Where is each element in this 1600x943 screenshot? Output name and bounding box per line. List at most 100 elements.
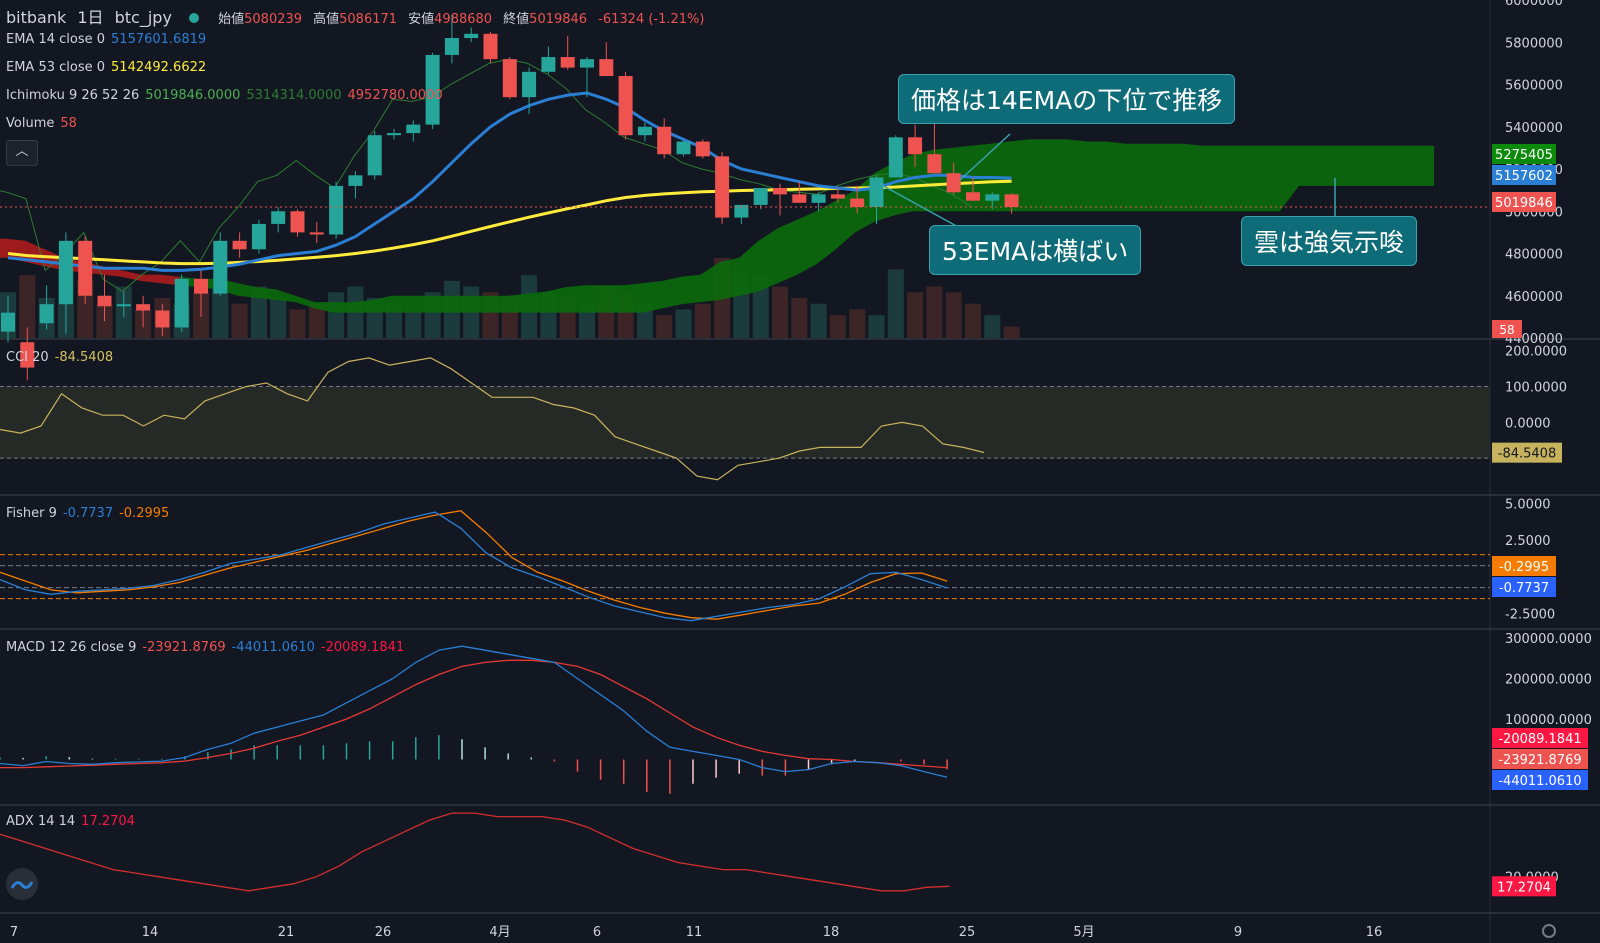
price-label-box xyxy=(1492,165,1556,185)
x-tick-label: 6 xyxy=(593,925,601,940)
adx-label-box xyxy=(1492,876,1556,897)
macd-label-box xyxy=(1492,749,1588,769)
volume-bar xyxy=(270,298,287,338)
fisher-y-tick: 5.0000 xyxy=(1505,497,1551,512)
y-tick-label: 4800000 xyxy=(1505,248,1563,263)
volume-bar xyxy=(212,280,229,338)
x-tick-label: 16 xyxy=(1366,925,1383,940)
volume-bar xyxy=(907,292,924,338)
price-label-box xyxy=(1492,192,1556,212)
x-tick-label: 5月 xyxy=(1073,925,1094,940)
volume-name: Volume xyxy=(6,116,55,131)
candle-body xyxy=(444,38,459,55)
candle-body xyxy=(348,175,363,186)
high-label: 高値 xyxy=(313,12,340,27)
macd-y-tick: 300000.0000 xyxy=(1505,632,1592,647)
volume-bar xyxy=(675,309,692,338)
candle-body xyxy=(194,278,208,294)
candle-body xyxy=(676,141,691,155)
legend-cci[interactable]: CCI 20 -84.5408 xyxy=(6,350,119,365)
change-value: -61324 (-1.21%) xyxy=(598,12,705,27)
volume-bar xyxy=(250,286,267,338)
legend-fisher[interactable]: Fisher 9 -0.7737 -0.2995 xyxy=(6,506,175,521)
volume-label-box xyxy=(1492,320,1522,338)
candle-body xyxy=(908,137,923,155)
fisher-y-tick: 2.5000 xyxy=(1505,534,1551,549)
candle-body xyxy=(541,57,556,72)
collapse-legend-button[interactable]: ︿ xyxy=(6,140,38,166)
candle-body xyxy=(927,154,942,174)
x-tick-label: 4月 xyxy=(489,925,510,940)
cci-y-tick: 200.0000 xyxy=(1505,345,1567,360)
candle-body xyxy=(946,173,961,193)
cci-y-tick: 100.0000 xyxy=(1505,381,1567,396)
y-tick-label: 5400000 xyxy=(1505,121,1563,136)
candle-body xyxy=(464,33,479,39)
legend-macd[interactable]: MACD 12 26 close 9 -23921.8769 -44011.0610… xyxy=(6,640,410,655)
macd-name: MACD 12 26 close 9 xyxy=(6,640,137,655)
fisher-y-tick: -2.5000 xyxy=(1505,607,1555,622)
annotation-ema53-flat[interactable]: 53EMAは横ばい xyxy=(929,225,1142,275)
candle-body xyxy=(309,232,324,235)
candle-body xyxy=(97,295,112,307)
candle-body xyxy=(425,54,440,125)
candle-body xyxy=(618,76,633,136)
candle-body xyxy=(78,240,93,296)
macd-line xyxy=(0,645,948,778)
ichimoku-cloud-bearish xyxy=(0,238,180,286)
chevron-up-icon: ︿ xyxy=(15,144,29,159)
adx-value: 17.2704 xyxy=(81,814,135,829)
annotation-cloud-bullish[interactable]: 雲は強気示唆 xyxy=(1241,216,1418,266)
candle-body xyxy=(213,240,228,294)
fisher-label-text: -0.2995 xyxy=(1499,560,1549,575)
legend-ichimoku[interactable]: Ichimoku 9 26 52 26 5019846.0000 5314314.0… xyxy=(6,88,449,103)
adx-line xyxy=(0,812,950,892)
x-tick-label: 9 xyxy=(1234,925,1242,940)
tradingview-logo-icon[interactable] xyxy=(6,868,38,900)
ichimoku-v1: 5019846.0000 xyxy=(145,88,241,103)
open-value: 5080239 xyxy=(244,12,303,27)
fisher-label-box xyxy=(1492,556,1556,576)
fisher-v2: -0.2995 xyxy=(119,506,170,521)
annotation-price-below-ema14[interactable]: 価格は14EMAの下位で推移 xyxy=(898,74,1236,124)
candle-body xyxy=(715,156,730,218)
interval[interactable]: 1日 xyxy=(77,8,104,27)
macd-v3: -20089.1841 xyxy=(320,640,405,655)
x-tick-label: 26 xyxy=(375,925,392,940)
candle-body xyxy=(387,133,401,136)
volume-bar xyxy=(772,286,788,338)
legend-adx[interactable]: ADX 14 14 17.2704 xyxy=(6,814,141,829)
volume-bar xyxy=(965,303,981,338)
macd-v2: -44011.0610 xyxy=(231,640,315,655)
open-label: 始値 xyxy=(218,12,245,27)
symbol-name[interactable]: btc_jpy xyxy=(114,8,172,27)
legend-ema14[interactable]: EMA 14 close 0 5157601.6819 xyxy=(6,32,212,47)
macd-y-tick: 200000.0000 xyxy=(1505,673,1592,688)
fisher-label-text: -0.7737 xyxy=(1499,581,1549,596)
volume-bar xyxy=(849,309,866,338)
macd-label-text: -20089.1841 xyxy=(1498,732,1581,747)
price-label-text: 5157602 xyxy=(1495,169,1553,184)
candle-body xyxy=(502,59,517,98)
candle-body xyxy=(367,135,382,176)
cci-band xyxy=(0,386,1490,459)
ema14-name: EMA 14 close 0 xyxy=(6,32,106,47)
x-tick-label: 25 xyxy=(959,925,976,940)
candle-body xyxy=(580,59,594,68)
candle-body xyxy=(1004,194,1019,208)
volume-bar xyxy=(945,292,962,338)
cci-name: CCI 20 xyxy=(6,350,49,365)
x-tick-label: 21 xyxy=(278,925,295,940)
candle-body xyxy=(116,304,131,307)
fisher-name: Fisher 9 xyxy=(6,506,57,521)
ema14-value: 5157601.6819 xyxy=(111,32,207,47)
macd-signal-line xyxy=(0,659,948,769)
candle-body xyxy=(406,124,421,134)
low-label: 安値 xyxy=(408,12,435,27)
volume-bar xyxy=(289,309,306,338)
settings-gear-icon[interactable] xyxy=(1542,924,1556,938)
legend-volume[interactable]: Volume 58 xyxy=(6,116,83,131)
legend-ema53[interactable]: EMA 53 close 0 5142492.6622 xyxy=(6,60,212,75)
